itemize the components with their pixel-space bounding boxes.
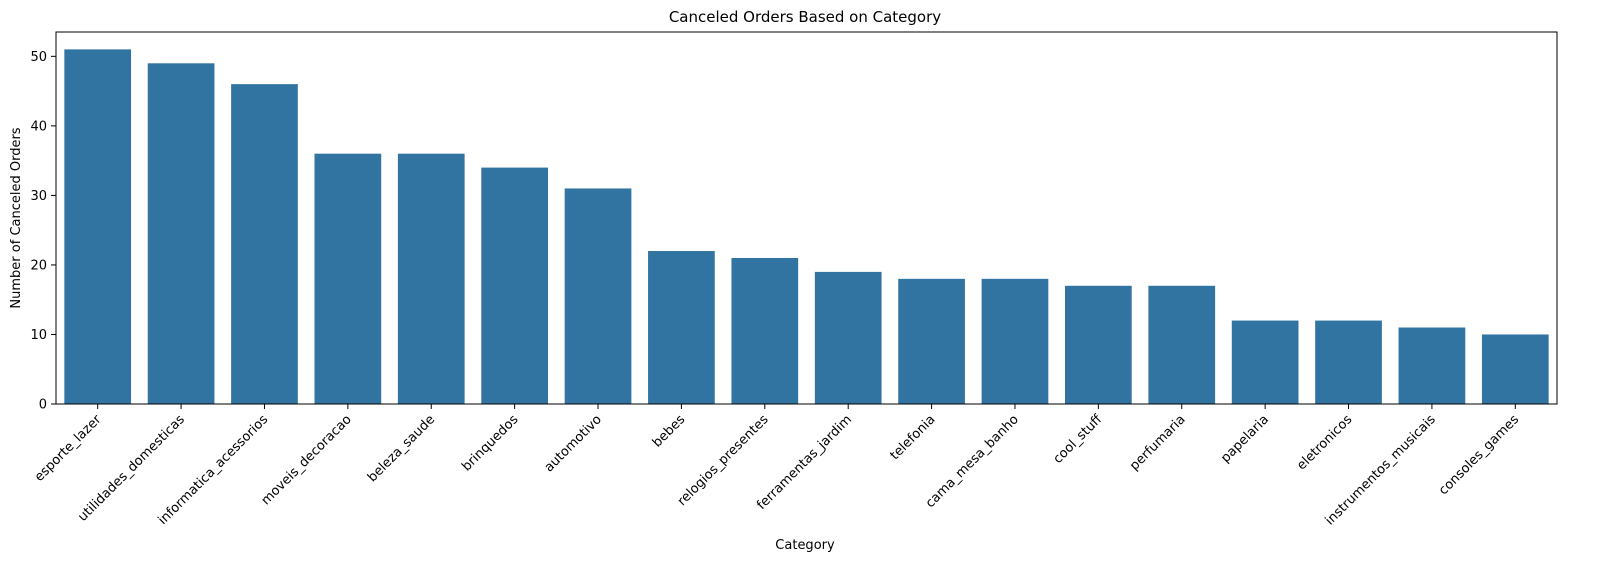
- y-tick-label: 40: [30, 119, 47, 134]
- bar-moveis_decoracao: [314, 153, 382, 404]
- y-tick-label: 30: [30, 189, 47, 204]
- x-tick-label: papelaria: [1218, 412, 1272, 466]
- bar-relogios_presentes: [731, 257, 799, 404]
- x-tick-label: eletronicos: [1294, 412, 1355, 473]
- bar-instrumentos_musicais: [1398, 327, 1466, 404]
- x-axis: esporte_lazerutilidades_domesticasinform…: [32, 404, 1522, 528]
- x-tick-label: brinquedos: [459, 412, 521, 474]
- y-tick-label: 20: [30, 258, 47, 273]
- bar-papelaria: [1231, 320, 1299, 404]
- bar-cama_mesa_banho: [981, 278, 1049, 404]
- x-tick-label: relogios_presentes: [675, 412, 772, 509]
- x-tick-label: ferramentas_jardim: [754, 412, 855, 513]
- bar-telefonia: [898, 278, 965, 404]
- y-axis-label: Number of Canceled Orders: [9, 127, 24, 308]
- bar-automotivo: [564, 188, 632, 404]
- x-tick-label: bebes: [650, 412, 689, 451]
- x-tick-label: cool_stuff: [1051, 411, 1106, 466]
- bar-cool_stuff: [1065, 285, 1132, 404]
- y-tick-label: 10: [30, 328, 47, 343]
- bar-ferramentas_jardim: [814, 271, 882, 404]
- bar-informatica_acessorios: [231, 84, 298, 404]
- bars-group: [64, 49, 1549, 404]
- x-tick-label: esporte_lazer: [32, 412, 105, 485]
- x-tick-label: automotivo: [542, 412, 605, 475]
- bar-brinquedos: [481, 167, 548, 404]
- bar-bebes: [648, 251, 715, 404]
- bar-consoles_games: [1481, 334, 1549, 404]
- chart-title: Canceled Orders Based on Category: [669, 8, 941, 26]
- bar-perfumaria: [1148, 285, 1216, 404]
- x-tick-label: moveis_decoracao: [259, 412, 355, 508]
- plot-frame: [55, 31, 1558, 405]
- x-tick-label: telefonia: [887, 412, 938, 463]
- x-tick-label: perfumaria: [1127, 412, 1188, 473]
- x-tick-label: cama_mesa_banho: [923, 412, 1022, 511]
- x-tick-label: beleza_saude: [365, 412, 438, 485]
- x-axis-label: Category: [775, 538, 835, 553]
- y-axis: 0 10 20 30 40 50: [30, 50, 56, 413]
- y-tick-label: 50: [30, 50, 47, 65]
- bar-esporte_lazer: [64, 49, 132, 404]
- bar-beleza_saude: [397, 153, 465, 404]
- y-tick-label: 0: [39, 398, 47, 413]
- bar-eletronicos: [1315, 320, 1382, 404]
- x-tick-label: consoles_games: [1436, 412, 1522, 498]
- bar-utilidades_domesticas: [147, 63, 215, 404]
